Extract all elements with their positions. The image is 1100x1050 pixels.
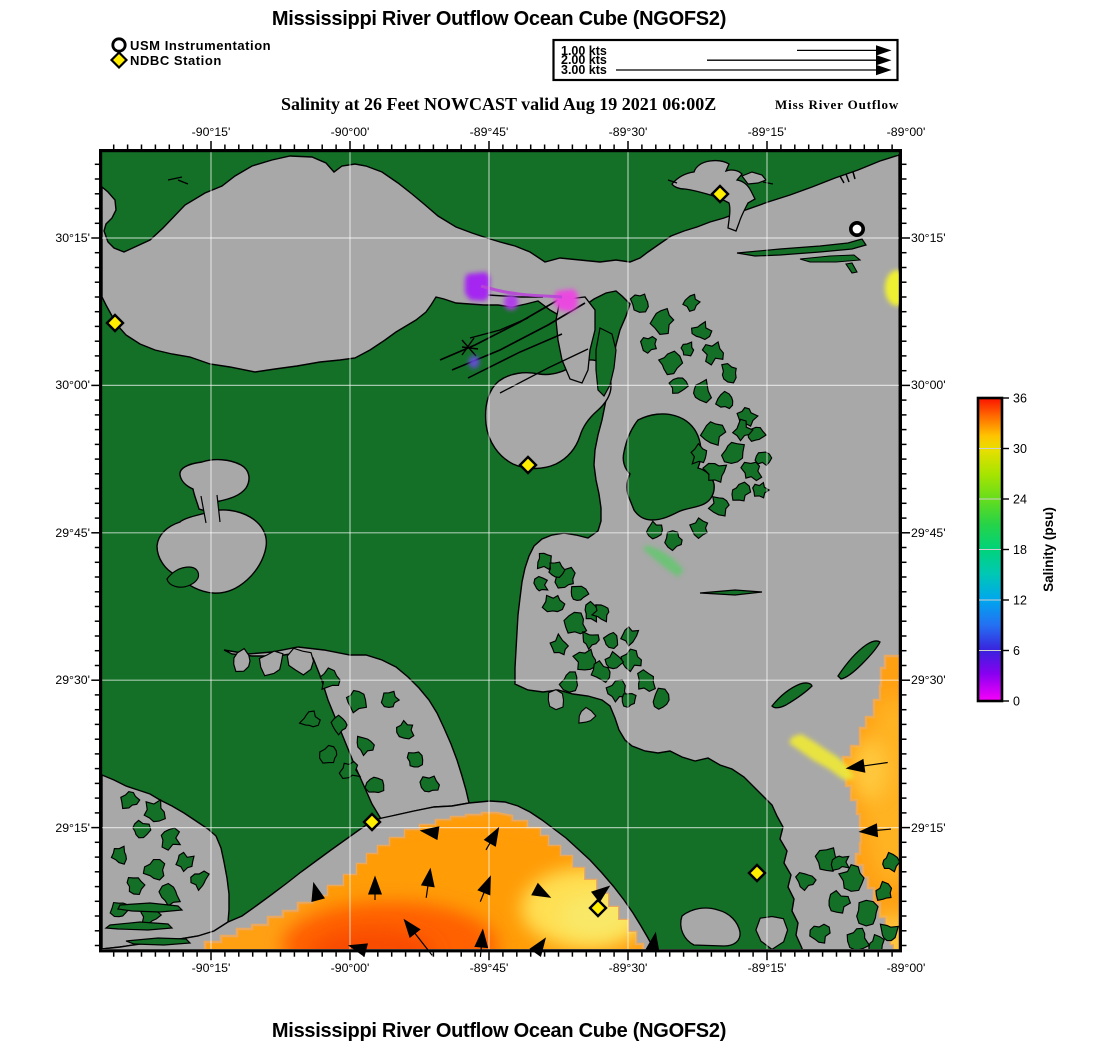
svg-text:6: 6: [1013, 644, 1020, 658]
svg-text:18: 18: [1013, 543, 1027, 557]
svg-text:30°15': 30°15': [55, 231, 90, 245]
svg-text:0: 0: [1013, 695, 1020, 709]
svg-text:30°00': 30°00': [911, 378, 946, 392]
svg-text:24: 24: [1013, 493, 1027, 507]
svg-text:29°45': 29°45': [55, 526, 90, 540]
svg-text:-90°15': -90°15': [192, 961, 231, 975]
svg-text:Salinity (psu): Salinity (psu): [1041, 507, 1056, 592]
svg-text:29°15': 29°15': [911, 821, 946, 835]
svg-text:-90°00': -90°00': [331, 961, 370, 975]
svg-text:-89°00': -89°00': [887, 125, 926, 139]
svg-text:-89°15': -89°15': [748, 961, 787, 975]
svg-text:-89°30': -89°30': [609, 961, 648, 975]
svg-text:29°30': 29°30': [911, 673, 946, 687]
svg-text:30°00': 30°00': [55, 378, 90, 392]
svg-text:12: 12: [1013, 594, 1027, 608]
svg-text:30°15': 30°15': [911, 231, 946, 245]
svg-text:29°15': 29°15': [55, 821, 90, 835]
svg-text:-90°15': -90°15': [192, 125, 231, 139]
svg-text:-89°15': -89°15': [748, 125, 787, 139]
svg-text:36: 36: [1013, 392, 1027, 406]
svg-text:-89°45': -89°45': [470, 961, 509, 975]
svg-text:-90°00': -90°00': [331, 125, 370, 139]
svg-text:-89°30': -89°30': [609, 125, 648, 139]
svg-text:29°45': 29°45': [911, 526, 946, 540]
svg-text:-89°45': -89°45': [470, 125, 509, 139]
svg-text:30: 30: [1013, 442, 1027, 456]
svg-text:29°30': 29°30': [55, 673, 90, 687]
svg-text:-89°00': -89°00': [887, 961, 926, 975]
